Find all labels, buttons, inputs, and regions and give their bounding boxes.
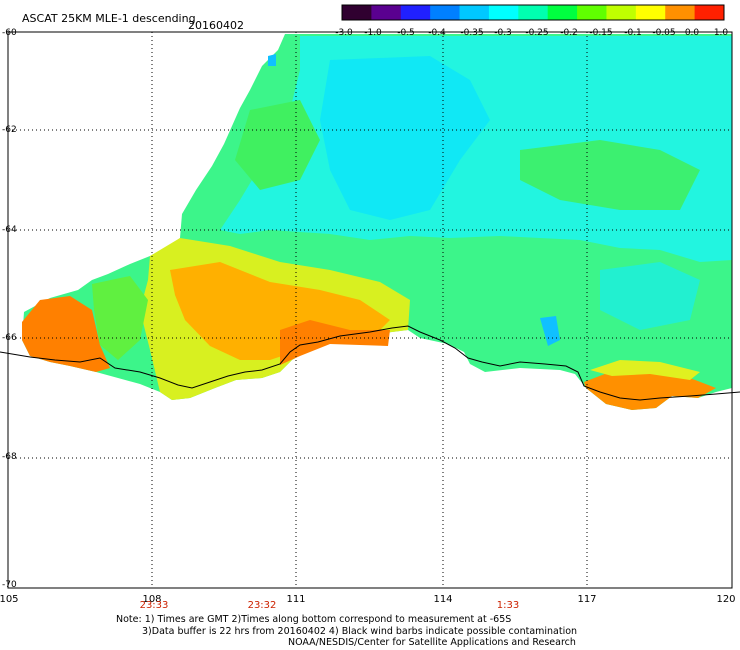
lon-label: 105 [0,594,19,605]
colorbar [341,4,725,21]
colorbar-label: -0.25 [525,28,549,38]
swath-blue-patch [540,316,560,346]
colorbar-segment [606,5,637,20]
colorbar-segment [459,5,490,20]
map-title: ASCAT 25KM MLE-1 descending [22,12,196,25]
colorbar-label: -0.1 [624,28,642,38]
swath-orange-coast-west [22,296,110,372]
colorbar-frame [341,4,725,21]
colorbar-segment [694,5,725,20]
colorbar-label: -3.0 [335,28,353,38]
swath-green-patch-1 [520,140,700,210]
colorbar-segment [547,5,578,20]
colorbar-segment [488,5,519,20]
colorbar-label: -1.0 [364,28,382,38]
colorbar-segment [400,5,431,20]
colorbar-segment [665,5,696,20]
lat-label: -62 [2,125,17,135]
swath-green-patch-2 [235,100,320,190]
colorbar-segment [577,5,607,20]
colorbar-segment [342,5,372,20]
lon-label: 117 [577,594,597,605]
swath-cyan-patch-east [600,262,700,330]
swath-blue-patch-2 [268,54,276,66]
lat-label: -64 [2,225,17,235]
colorbar-label: -0.3 [494,28,512,38]
lon-label: 108 [142,594,162,605]
note-line-1: Note: 1) Times are GMT 2)Times along bot… [116,614,512,625]
map-date: 20160402 [188,19,244,32]
plot-frame [7,31,733,589]
lat-label: -60 [2,28,17,38]
swath-orange-coast-east [584,372,716,410]
colorbar-label: -0.2 [560,28,578,38]
graticule [8,32,732,588]
colorbar-segment [430,5,461,20]
colorbar-segment [371,5,402,20]
swath-green-inner-west [92,276,148,360]
lat-label: -68 [2,452,17,462]
note-line-2: 3)Data buffer is 22 hrs from 20160402 4)… [142,626,578,637]
time-label: 1:33 [496,600,520,611]
colorbar-segment [635,5,666,20]
time-label: 23:33 [139,600,169,611]
swath-orange-coast-mid [280,320,390,365]
coastline [0,325,740,401]
note-line-3: NOAA/NESDIS/Center for Satellite Applica… [288,637,576,648]
colorbar-label: -0.5 [397,28,415,38]
lon-label: 111 [286,594,306,605]
colorbar-label: -0.15 [589,28,613,38]
lat-label: -70 [2,580,17,590]
swath-cyan-core [320,56,490,220]
lat-label: -66 [2,333,17,343]
colorbar-label: -0.35 [460,28,484,38]
colorbar-label: -0.05 [652,28,676,38]
lon-label: 114 [433,594,453,605]
swath-yellow-coast-east [590,360,700,380]
lon-label: 120 [716,594,736,605]
time-label: 23:32 [247,600,277,611]
colorbar-label: 1.0 [713,28,729,38]
colorbar-segment [518,5,549,20]
colorbar-label: -0.4 [428,28,446,38]
colorbar-label: 0.0 [684,28,700,38]
